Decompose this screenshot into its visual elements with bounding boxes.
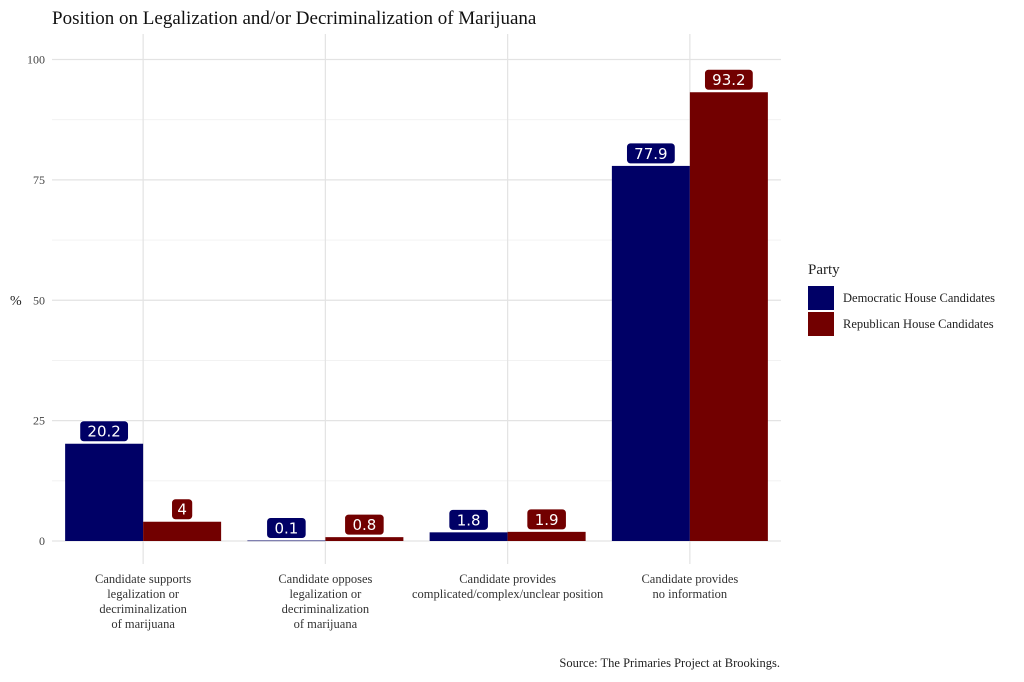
data-label: 77.9 [634, 145, 667, 163]
y-tick-label: 75 [33, 173, 45, 187]
chart-caption: Source: The Primaries Project at Brookin… [559, 656, 780, 670]
x-tick-label: Candidate supports legalization or decrimi… [95, 572, 191, 631]
data-label: 93.2 [712, 71, 745, 89]
data-label: 0.8 [352, 516, 376, 534]
data-label-box [526, 508, 567, 531]
data-label-box [448, 508, 489, 531]
bar [65, 443, 144, 541]
y-tick-label: 25 [33, 414, 45, 428]
bar [325, 537, 404, 541]
x-axis-category-labels: Candidate supports legalization or decrimi… [95, 572, 738, 631]
legend-swatch [808, 312, 834, 336]
x-tick-label: Candidate provides complicated/complex/un… [412, 572, 604, 601]
bars [65, 92, 768, 542]
y-axis-label: % [10, 294, 22, 309]
legend-swatch [808, 286, 834, 310]
y-tick-label: 100 [27, 53, 45, 67]
bar [143, 521, 222, 541]
data-label: 4 [177, 501, 187, 519]
data-label: 1.8 [457, 511, 481, 529]
chart-title: Position on Legalization and/or Decrimin… [52, 8, 537, 29]
bar [611, 165, 690, 541]
data-label-box [344, 513, 385, 536]
bar [429, 532, 508, 541]
bar [507, 531, 586, 541]
data-label: 1.9 [535, 511, 559, 529]
y-tick-label: 0 [39, 534, 45, 548]
legend-title: Party [808, 262, 840, 278]
data-label-box [703, 68, 754, 91]
data-label: 0.1 [274, 520, 298, 538]
legend-entry: Republican House Candidates [843, 317, 994, 331]
data-label-box [171, 498, 194, 521]
bar [689, 92, 768, 541]
x-tick-label: Candidate provides no information [641, 572, 738, 601]
y-tick-label: 50 [33, 293, 45, 307]
data-label-box [625, 142, 676, 165]
bar [247, 540, 326, 542]
y-axis-ticks: 0 25 50 75 100 [27, 53, 45, 549]
data-label-box [79, 420, 130, 443]
legend-entry: Democratic House Candidates [843, 291, 995, 305]
x-tick-label: Candidate opposes legalization or decrimin… [278, 572, 372, 631]
data-label: 20.2 [87, 423, 120, 441]
value-labels: 20.2 0.1 1.8 77.9 4 0.8 1.9 93.2 [79, 68, 754, 540]
data-label-box [266, 517, 307, 540]
